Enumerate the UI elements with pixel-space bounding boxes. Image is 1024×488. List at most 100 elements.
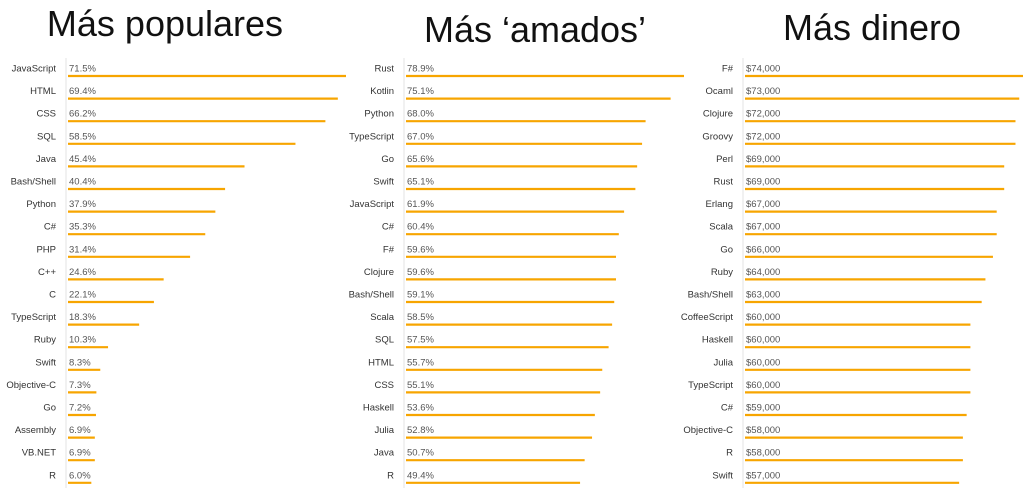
category-label: Bash/Shell: [688, 290, 733, 301]
value-label: 71.5%: [69, 64, 96, 75]
value-label: 61.9%: [407, 199, 434, 210]
value-label: 66.2%: [69, 109, 96, 120]
category-label: C#: [44, 222, 57, 233]
value-label: 31.4%: [69, 244, 96, 255]
value-label: $58,000: [746, 448, 780, 459]
category-label: Erlang: [706, 199, 733, 210]
category-label: Java: [36, 154, 57, 165]
value-label: $74,000: [746, 64, 780, 75]
value-label: 59.6%: [407, 267, 434, 278]
category-label: SQL: [37, 131, 56, 142]
value-label: $60,000: [746, 380, 780, 391]
value-label: $72,000: [746, 109, 780, 120]
bar-chart-popular: JavaScript 71.5% HTML 69.4% CSS 66.2% SQL 58.5%…: [6, 58, 346, 488]
value-label: 45.4%: [69, 154, 96, 165]
value-label: 60.4%: [407, 222, 434, 233]
value-label: $66,000: [746, 244, 780, 255]
value-label: 6.0%: [69, 470, 91, 481]
category-label: Haskell: [702, 335, 733, 346]
value-label: $72,000: [746, 131, 780, 142]
bar-chart-money: F# $74,000 Ocaml $73,000 Clojure $72,000 Groov…: [681, 58, 1023, 488]
category-label: Clojure: [364, 267, 394, 278]
category-label: HTML: [30, 86, 56, 97]
category-label: TypeScript: [349, 131, 394, 142]
value-label: 7.3%: [69, 380, 91, 391]
category-label: Objective-C: [683, 425, 733, 436]
value-label: 49.4%: [407, 470, 434, 481]
value-label: 6.9%: [69, 448, 91, 459]
value-label: 6.9%: [69, 425, 91, 436]
bar-chart-loved: Rust 78.9% Kotlin 75.1% Python 68.0% TypeScrip…: [349, 58, 684, 488]
value-label: 24.6%: [69, 267, 96, 278]
category-label: Julia: [374, 425, 394, 436]
category-label: CoffeeScript: [681, 312, 733, 323]
value-label: $63,000: [746, 290, 780, 301]
category-label: Assembly: [15, 425, 56, 436]
category-label: C#: [382, 222, 395, 233]
value-label: 53.6%: [407, 403, 434, 414]
value-label: $60,000: [746, 357, 780, 368]
value-label: $69,000: [746, 177, 780, 188]
category-label: Java: [374, 448, 395, 459]
value-label: 55.7%: [407, 357, 434, 368]
category-label: Ocaml: [706, 86, 733, 97]
value-label: 18.3%: [69, 312, 96, 323]
category-label: Swift: [712, 470, 733, 481]
chart-title-loved: Más ‘amados’: [424, 9, 646, 50]
category-label: CSS: [36, 109, 56, 120]
category-label: Ruby: [34, 335, 56, 346]
category-label: Groovy: [702, 131, 733, 142]
category-label: Python: [364, 109, 394, 120]
value-label: 52.8%: [407, 425, 434, 436]
category-label: Go: [381, 154, 394, 165]
value-label: 65.1%: [407, 177, 434, 188]
category-label: Clojure: [703, 109, 733, 120]
category-label: F#: [383, 244, 395, 255]
value-label: 69.4%: [69, 86, 96, 97]
value-label: 50.7%: [407, 448, 434, 459]
category-label: Scala: [370, 312, 394, 323]
value-label: 59.1%: [407, 290, 434, 301]
value-label: 75.1%: [407, 86, 434, 97]
category-label: Objective-C: [6, 380, 56, 391]
value-label: 57.5%: [407, 335, 434, 346]
category-label: Rust: [713, 177, 733, 188]
value-label: 7.2%: [69, 403, 91, 414]
category-label: R: [49, 470, 56, 481]
value-label: 37.9%: [69, 199, 96, 210]
value-label: 78.9%: [407, 64, 434, 75]
category-label: SQL: [375, 335, 394, 346]
category-label: PHP: [36, 244, 56, 255]
value-label: 55.1%: [407, 380, 434, 391]
chart-title-popular: Más populares: [47, 3, 283, 44]
category-label: C++: [38, 267, 56, 278]
category-label: Bash/Shell: [11, 177, 56, 188]
value-label: $57,000: [746, 470, 780, 481]
category-label: Scala: [709, 222, 733, 233]
category-label: C: [49, 290, 56, 301]
category-label: R: [387, 470, 394, 481]
category-label: C#: [721, 403, 734, 414]
value-label: $58,000: [746, 425, 780, 436]
category-label: JavaScript: [12, 64, 57, 75]
value-label: 59.6%: [407, 244, 434, 255]
value-label: 58.5%: [407, 312, 434, 323]
value-label: $64,000: [746, 267, 780, 278]
category-label: Python: [26, 199, 56, 210]
category-label: JavaScript: [350, 199, 395, 210]
category-label: Go: [43, 403, 56, 414]
category-label: F#: [722, 64, 734, 75]
category-label: TypeScript: [688, 380, 733, 391]
category-label: Ruby: [711, 267, 733, 278]
value-label: $60,000: [746, 335, 780, 346]
value-label: 58.5%: [69, 131, 96, 142]
value-label: 40.4%: [69, 177, 96, 188]
value-label: $60,000: [746, 312, 780, 323]
category-label: Swift: [373, 177, 394, 188]
category-label: Rust: [374, 64, 394, 75]
category-label: Julia: [713, 357, 733, 368]
category-label: VB.NET: [22, 448, 57, 459]
value-label: 22.1%: [69, 290, 96, 301]
category-label: CSS: [374, 380, 394, 391]
